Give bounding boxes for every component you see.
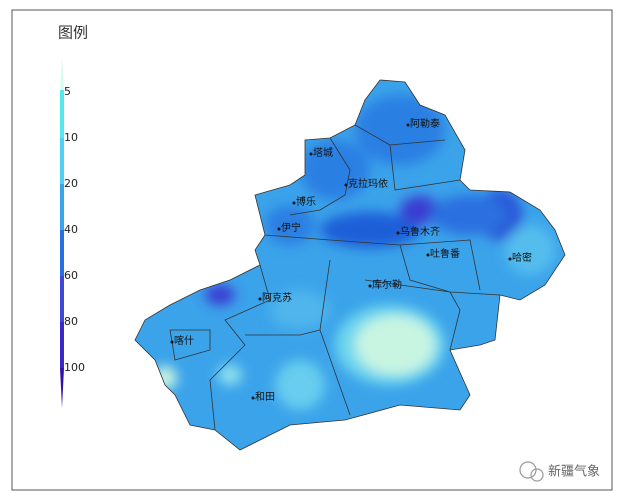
place-label: 克拉玛依 — [348, 177, 388, 190]
place-dot — [344, 183, 348, 187]
place-dot — [251, 396, 255, 400]
place-dot — [258, 297, 262, 301]
watermark: 新疆气象 — [519, 461, 600, 482]
place-label: 吐鲁番 — [430, 247, 460, 260]
place-label: 阿克苏 — [262, 291, 292, 304]
legend-tick-label: 20 — [64, 177, 78, 190]
watermark-text: 新疆气象 — [548, 464, 600, 480]
legend-tick-label: 5 — [64, 85, 71, 98]
prefecture-borders — [169, 124, 501, 431]
legend: 图例 5 10 20 40 60 80 100 — [58, 24, 88, 408]
legend-tick-label: 60 — [64, 269, 78, 282]
place-label: 阿勒泰 — [410, 117, 440, 130]
place-label: 博乐 — [296, 195, 316, 208]
place-dot — [170, 340, 174, 344]
place-dot — [277, 227, 281, 231]
place-label: 哈密 — [512, 251, 532, 264]
region-outline — [134, 79, 566, 451]
legend-tick-label: 80 — [64, 315, 78, 328]
place-dot — [508, 257, 512, 261]
place-label: 和田 — [255, 391, 275, 403]
place-label: 喀什 — [174, 334, 194, 347]
place-dot — [396, 231, 400, 235]
place-label: 库尔勒 — [372, 278, 402, 291]
legend-title: 图例 — [58, 24, 88, 42]
place-label: 伊宁 — [281, 221, 301, 234]
place-dot — [292, 201, 296, 205]
legend-tick-label: 40 — [64, 223, 78, 236]
place-dot — [309, 152, 313, 156]
place-dot — [426, 253, 430, 257]
place-label: 乌鲁木齐 — [400, 225, 440, 238]
legend-tick-label: 100 — [64, 361, 85, 374]
place-dot — [368, 284, 372, 288]
place-label: 塔城 — [313, 146, 333, 159]
place-dot — [406, 123, 410, 127]
legend-tick-label: 10 — [64, 131, 78, 144]
